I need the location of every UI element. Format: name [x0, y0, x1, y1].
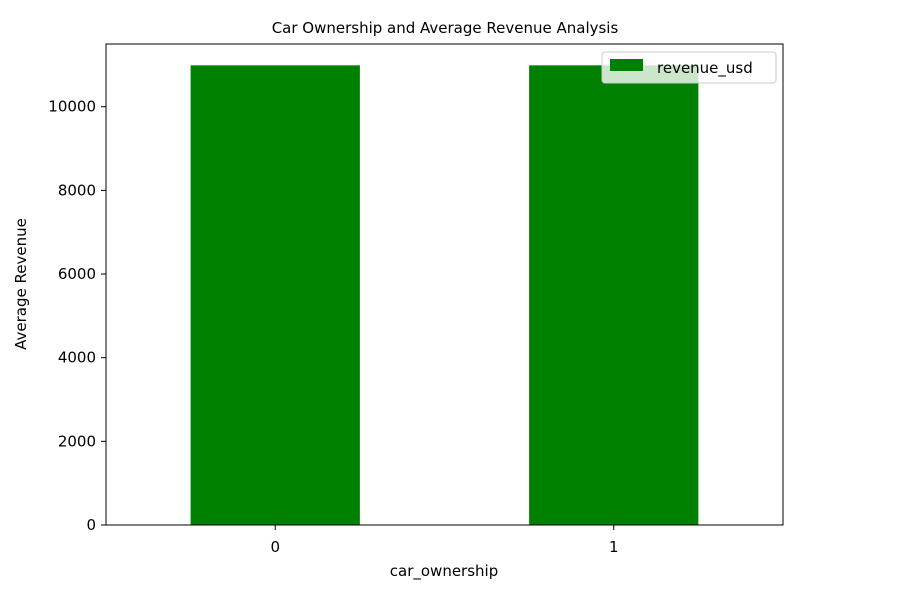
x-tick-label: 0: [270, 538, 280, 556]
y-tick-label: 2000: [58, 432, 96, 450]
y-tick-label: 0: [86, 516, 96, 534]
bars-layer: [190, 65, 699, 526]
bar-1: [529, 65, 699, 526]
chart-title: Car Ownership and Average Revenue Analys…: [272, 19, 619, 37]
y-tick-label: 10000: [48, 98, 96, 116]
bar-0: [190, 65, 360, 526]
legend: revenue_usd: [601, 51, 777, 84]
y-tick-label: 4000: [58, 349, 96, 367]
y-tick-label: 8000: [58, 181, 96, 199]
y-axis-label: Average Revenue: [12, 218, 30, 350]
legend-swatch: [610, 59, 643, 71]
x-axis-label: car_ownership: [390, 562, 498, 581]
y-axis-ticks: 0 2000 4000 6000 8000 10000: [48, 98, 106, 534]
x-tick-label: 1: [609, 538, 619, 556]
legend-label: revenue_usd: [657, 59, 753, 78]
legend-box: [601, 51, 777, 84]
plot-frame: [105, 43, 784, 526]
y-tick-label: 6000: [58, 265, 96, 283]
